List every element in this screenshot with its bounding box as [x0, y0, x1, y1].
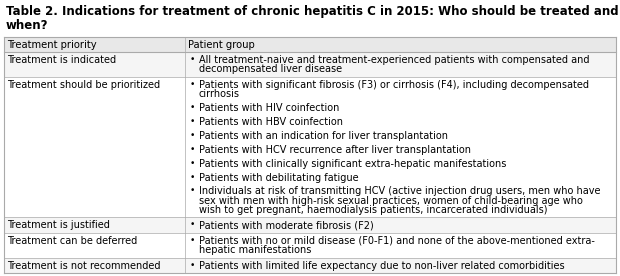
Text: Treatment can be deferred: Treatment can be deferred	[7, 236, 137, 246]
Text: •: •	[190, 159, 195, 168]
Text: •: •	[190, 261, 195, 270]
Text: Individuals at risk of transmitting HCV (active injection drug users, men who ha: Individuals at risk of transmitting HCV …	[198, 187, 600, 197]
Text: hepatic manifestations: hepatic manifestations	[198, 245, 311, 255]
Text: Patients with debilitating fatigue: Patients with debilitating fatigue	[198, 172, 358, 182]
Bar	[4, 37, 616, 52]
Text: sex with men with high-risk sexual practices, women of child-bearing age who: sex with men with high-risk sexual pract…	[198, 196, 582, 206]
Text: •: •	[190, 80, 195, 89]
Bar	[4, 217, 616, 233]
Text: Patients with limited life expectancy due to non-liver related comorbidities: Patients with limited life expectancy du…	[198, 261, 564, 271]
Text: Patients with HBV coinfection: Patients with HBV coinfection	[198, 117, 342, 127]
Text: Treatment priority: Treatment priority	[7, 40, 97, 50]
Text: •: •	[190, 145, 195, 154]
Bar	[4, 233, 616, 258]
Text: •: •	[190, 131, 195, 140]
Text: •: •	[190, 187, 195, 195]
Text: Treatment should be prioritized: Treatment should be prioritized	[7, 80, 160, 90]
Text: •: •	[190, 236, 195, 245]
Text: Treatment is not recommended: Treatment is not recommended	[7, 261, 161, 271]
Text: Patient group: Patient group	[187, 40, 254, 50]
Text: •: •	[190, 103, 195, 112]
Text: Patients with no or mild disease (F0-F1) and none of the above-mentioned extra-: Patients with no or mild disease (F0-F1)…	[198, 236, 595, 246]
Text: Patients with significant fibrosis (F3) or cirrhosis (F4), including decompensat: Patients with significant fibrosis (F3) …	[198, 80, 588, 90]
Bar	[4, 77, 616, 217]
Text: Treatment is indicated: Treatment is indicated	[7, 55, 116, 65]
Text: Table 2. Indications for treatment of chronic hepatitis C in 2015: Who should be: Table 2. Indications for treatment of ch…	[6, 5, 619, 18]
Text: •: •	[190, 55, 195, 64]
Bar	[4, 52, 616, 77]
Text: •: •	[190, 117, 195, 126]
Text: Patients with HIV coinfection: Patients with HIV coinfection	[198, 103, 339, 113]
Text: cirrhosis: cirrhosis	[198, 89, 239, 99]
Text: decompensated liver disease: decompensated liver disease	[198, 64, 342, 74]
Text: wish to get pregnant, haemodialysis patients, incarcerated individuals): wish to get pregnant, haemodialysis pati…	[198, 205, 547, 215]
Text: •: •	[190, 221, 195, 229]
Text: •: •	[190, 172, 195, 182]
Text: Patients with clinically significant extra-hepatic manifestations: Patients with clinically significant ext…	[198, 159, 506, 169]
Text: Patients with HCV recurrence after liver transplantation: Patients with HCV recurrence after liver…	[198, 145, 471, 155]
Text: Patients with moderate fibrosis (F2): Patients with moderate fibrosis (F2)	[198, 221, 373, 230]
Text: All treatment-naive and treatment-experienced patients with compensated and: All treatment-naive and treatment-experi…	[198, 55, 589, 65]
Text: when?: when?	[6, 19, 48, 32]
Text: Patients with an indication for liver transplantation: Patients with an indication for liver tr…	[198, 131, 448, 141]
Bar	[4, 258, 616, 273]
Text: Treatment is justified: Treatment is justified	[7, 221, 110, 230]
